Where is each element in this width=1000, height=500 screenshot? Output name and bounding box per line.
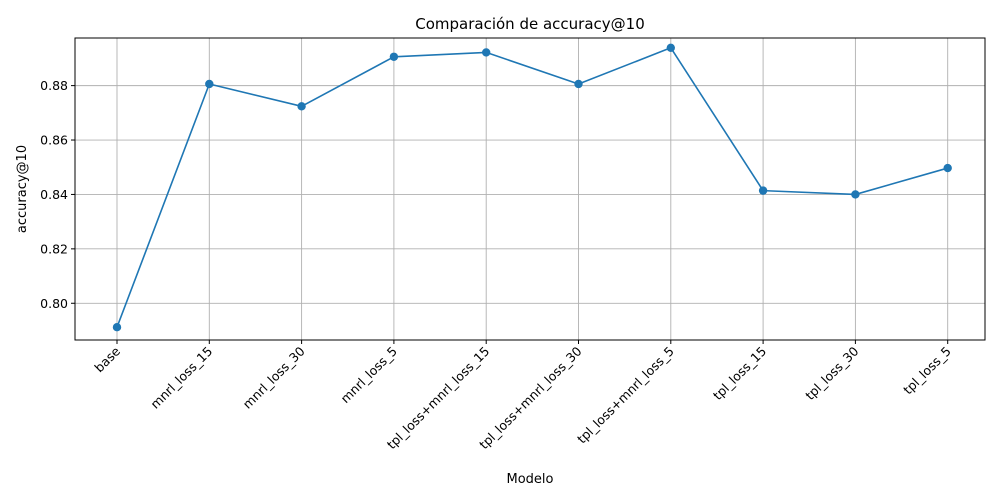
data-point (205, 79, 214, 89)
y-tick-label: 0.82 (40, 241, 68, 256)
x-tick-label: base (91, 343, 123, 375)
data-point (482, 48, 491, 57)
grid-layer (75, 38, 985, 340)
data-point (389, 52, 399, 61)
y-axis-label: accuracy@10 (15, 145, 30, 233)
x-tick-label: mnrl_loss_15 (147, 344, 215, 412)
x-tick-label: mnrl_loss_5 (338, 344, 400, 406)
x-tick-label: tpl_loss+mnrl_loss_5 (574, 344, 677, 447)
y-tick-label: 0.86 (40, 133, 68, 148)
data-point (943, 163, 952, 173)
y-tick-label: 0.88 (40, 78, 68, 93)
data-point (851, 190, 860, 199)
chart-title: Comparación de accuracy@10 (415, 15, 644, 33)
series-layer (112, 43, 952, 332)
ticks-layer: base mnrl_loss_15 mnrl_loss_30 mnrl_loss_5t… (40, 78, 954, 452)
data-point (297, 102, 306, 111)
data-point (666, 43, 675, 52)
x-tick-label: tpl_loss+mnrl_loss_15 (384, 344, 493, 453)
x-tick-label: mnrl_loss_30 (240, 343, 308, 411)
x-tick-label: tpl_loss_15 (710, 344, 769, 403)
x-axis-label: Modelo (507, 472, 554, 487)
x-tick-label: tpl_loss+mnrl_loss_30 (476, 343, 585, 452)
x-tick-label: tpl_loss_30 (802, 343, 861, 402)
data-point (112, 323, 122, 332)
plot-frame (74, 37, 986, 341)
series-line (116, 46, 948, 328)
y-tick-label: 0.80 (40, 296, 68, 311)
data-point (574, 79, 583, 89)
y-tick-label: 0.84 (40, 187, 68, 202)
data-point (758, 186, 768, 195)
x-tick-label: tpl_loss_5 (900, 344, 954, 398)
